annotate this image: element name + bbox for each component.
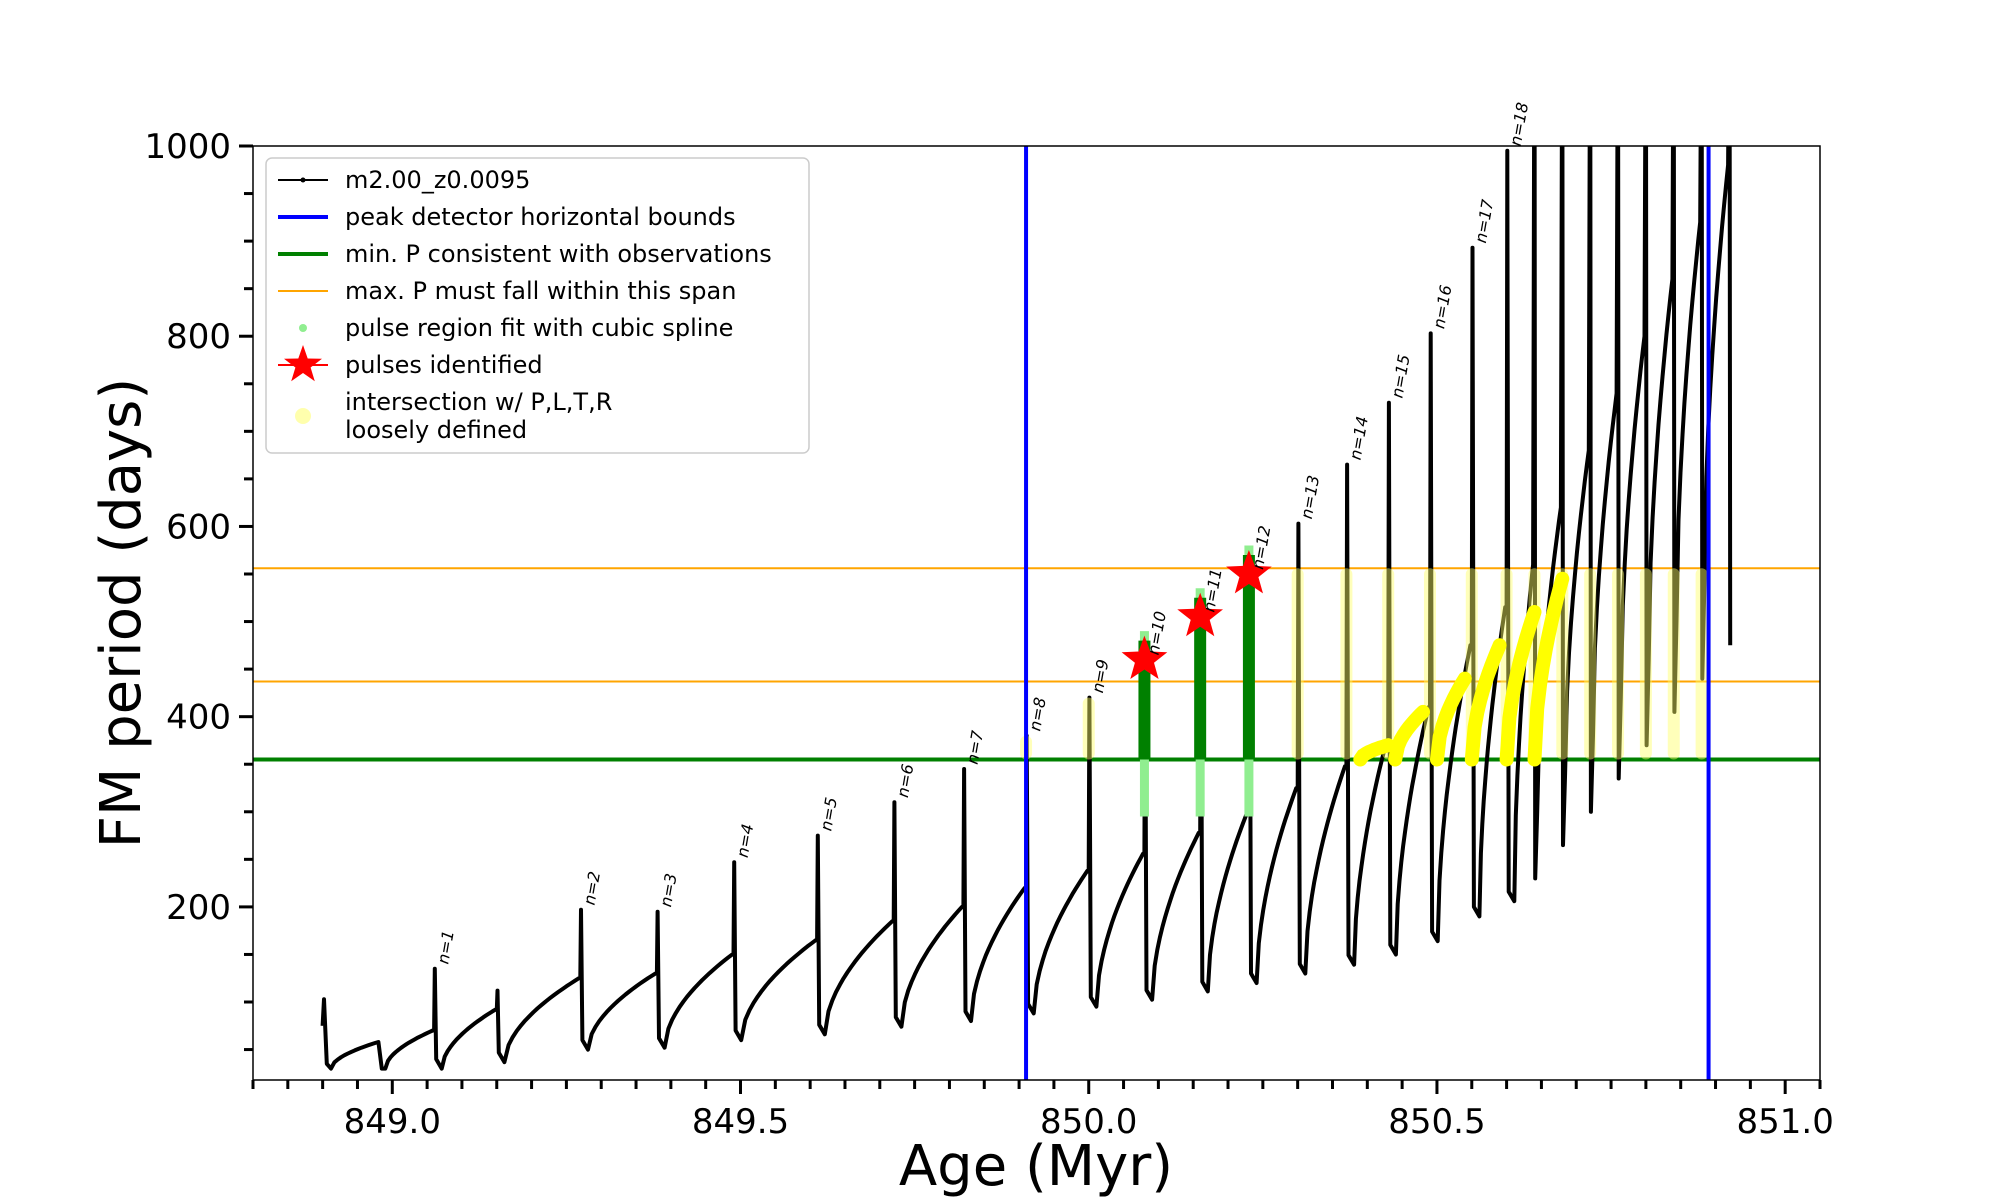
intersection-region — [1639, 568, 1652, 760]
intersection-arc — [1527, 571, 1570, 767]
pulse-label: n=9 — [1088, 658, 1113, 695]
pulse-label: n=10 — [1144, 610, 1170, 657]
intersection-arc — [1499, 605, 1542, 767]
legend-label: pulse region fit with cubic spline — [345, 314, 733, 342]
pulse-label: n=8 — [1025, 696, 1050, 733]
legend-entry: min. P consistent with observations — [278, 240, 772, 268]
legend-entry: m2.00_z0.0095 — [278, 166, 530, 194]
legend-entry: peak detector horizontal bounds — [278, 203, 736, 231]
x-axis-label: Age (Myr) — [899, 1134, 1173, 1199]
intersection-arc — [1388, 704, 1430, 767]
pulse-label: n=15 — [1387, 353, 1413, 400]
intersection-arc — [1464, 638, 1507, 767]
legend-entry: max. P must fall within this span — [278, 277, 736, 305]
y-tick-label: 600 — [166, 507, 231, 547]
x-tick-label: 849.0 — [344, 1102, 441, 1142]
pulse-identified-star — [1177, 592, 1223, 637]
x-tick-label: 851.0 — [1737, 1102, 1834, 1142]
y-tick-label: 400 — [166, 698, 231, 738]
y-axis-label: FM period (days) — [89, 378, 154, 848]
legend-label: pulses identified — [345, 351, 543, 379]
legend-dot-swatch — [300, 177, 306, 183]
plot-area — [253, 146, 1820, 1080]
pulse-label: n=12 — [1248, 524, 1274, 571]
intersection-region — [1291, 568, 1304, 760]
legend-label: loosely defined — [345, 416, 527, 444]
pulse-label: n=4 — [733, 822, 758, 859]
x-tick-label: 849.5 — [692, 1102, 789, 1142]
intersection-region — [1584, 568, 1597, 760]
pulse-label: n=18 — [1506, 101, 1532, 148]
intersection-region — [1667, 568, 1680, 760]
intersection-region — [1382, 568, 1395, 760]
legend-circle-swatch — [295, 408, 311, 424]
axes-ticks: n=1n=2 n=3n=4n=5n=6n=7n=8n=9n=10n=11n=12n… — [144, 101, 1833, 1142]
y-tick-label: 200 — [166, 888, 231, 928]
pulse-label: n=6 — [893, 762, 918, 799]
legend-star-swatch — [284, 345, 322, 382]
intersection-region — [1695, 568, 1708, 760]
intersection-region — [1612, 568, 1625, 760]
intersection-region — [1340, 568, 1353, 760]
plot-frame — [252, 145, 1821, 1081]
pulse-label: n=16 — [1429, 284, 1455, 331]
pulse-label: n=11 — [1199, 567, 1225, 614]
legend-dot-swatch — [299, 324, 307, 332]
legend-label: m2.00_z0.0095 — [345, 166, 530, 194]
legend-entry: pulse region fit with cubic spline — [299, 314, 733, 342]
pulse-label: n=13 — [1297, 474, 1323, 521]
track-line-m2.00_z0.0095 — [320, 146, 1733, 1071]
legend-box — [265, 157, 810, 454]
pulse-label: n=3 — [656, 872, 681, 909]
intersection-region — [1082, 697, 1095, 760]
pulse-label: n=5 — [816, 796, 841, 833]
pulse-label: n=2 — [580, 870, 605, 907]
x-tick-label: 850.0 — [1040, 1102, 1137, 1142]
pulse-label: n=14 — [1346, 415, 1372, 462]
pulse-identified-star — [1121, 635, 1168, 679]
y-tick-label: 1000 — [144, 127, 231, 167]
pulse-label: n=1 — [433, 929, 458, 966]
legend-label: min. P consistent with observations — [345, 240, 772, 268]
y-tick-label: 800 — [166, 317, 231, 357]
intersection-arc — [1353, 738, 1396, 767]
legend-label: max. P must fall within this span — [345, 277, 736, 305]
x-tick-label: 850.5 — [1388, 1102, 1485, 1142]
legend-label: peak detector horizontal bounds — [345, 203, 736, 231]
pulse-identified-star — [1226, 550, 1272, 594]
legend-label: intersection w/ P,L,T,R — [345, 388, 612, 416]
pulse-label: n=17 — [1471, 197, 1497, 244]
intersection-arc — [1430, 671, 1472, 767]
legend-entry: pulses identified — [278, 345, 543, 382]
